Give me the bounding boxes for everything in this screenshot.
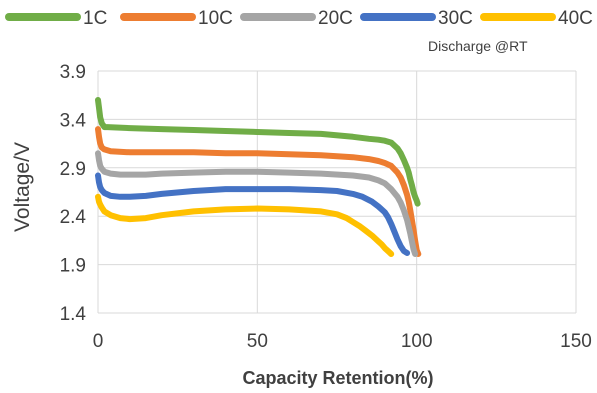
y-tick-label: 3.9 — [60, 62, 86, 83]
legend-label-1c: 1C — [83, 8, 107, 29]
y-tick-label: 2.4 — [60, 207, 87, 228]
y-tick-label: 2.9 — [60, 159, 86, 180]
annotation-label: Discharge @RT — [428, 38, 528, 54]
legend-label-10c: 10C — [198, 8, 233, 29]
axes: 1.4 1.9 2.4 2.9 3.4 3.9 0 50 100 150 — [60, 62, 592, 352]
x-axis-label: Capacity Retention(%) — [242, 368, 433, 388]
series-line-10c — [95, 126, 422, 257]
series-line-1c — [95, 97, 421, 207]
legend-label-40c: 40C — [558, 8, 593, 29]
series-line-20c — [95, 150, 419, 257]
x-tick-label: 150 — [560, 331, 592, 352]
legend: 1C 10C 20C 30C 40C — [5, 8, 593, 29]
y-axis-label: Voltage/V — [11, 142, 34, 232]
y-tick-label: 1.9 — [60, 256, 86, 277]
y-tick-label: 1.4 — [60, 304, 87, 325]
y-tick-label: 3.4 — [60, 110, 87, 131]
series-line-40c — [95, 193, 395, 257]
legend-label-30c: 30C — [438, 8, 473, 29]
x-tick-label: 0 — [93, 331, 104, 352]
legend-label-20c: 20C — [318, 8, 353, 29]
x-tick-label: 50 — [247, 331, 268, 352]
series-lines — [95, 97, 422, 257]
x-tick-label: 100 — [401, 331, 433, 352]
series-line-30c — [95, 172, 411, 256]
